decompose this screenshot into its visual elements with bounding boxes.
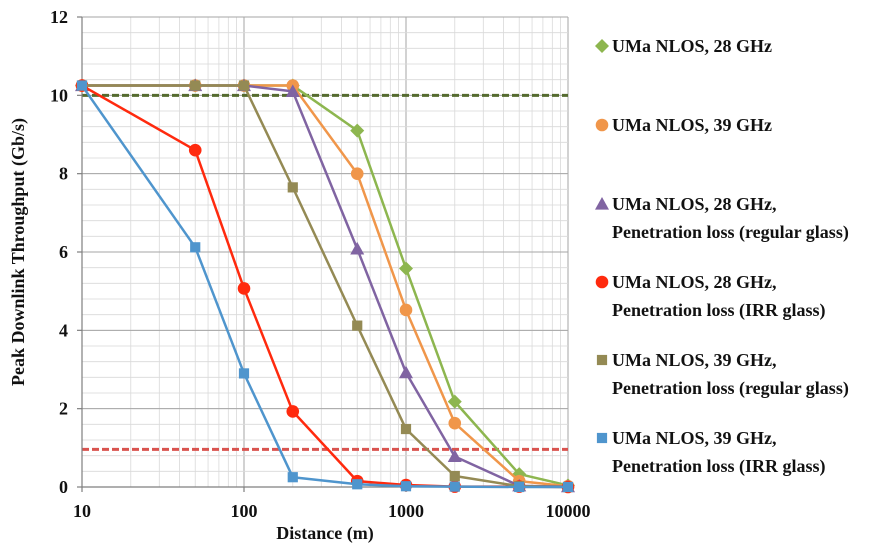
legend-label: Penetration loss (regular glass) (612, 378, 849, 399)
data-point (448, 416, 462, 430)
legend-label: UMa NLOS, 39 GHz (612, 115, 772, 135)
data-point (352, 320, 363, 331)
legend-entry-4: UMa NLOS, 28 GHz, Penetration loss (IRR g… (595, 272, 826, 321)
data-point (447, 394, 462, 409)
series-1 (75, 78, 575, 493)
data-point (449, 481, 460, 492)
data-point (595, 197, 609, 210)
series-2 (75, 79, 575, 493)
legend-label: UMa NLOS, 28 GHz, (612, 194, 777, 214)
legend-entry-5: UMa NLOS, 39 GHz, Penetration loss (regul… (596, 350, 849, 399)
series-group (75, 78, 575, 494)
legend-label: UMa NLOS, 39 GHz, (612, 428, 777, 448)
data-point (596, 354, 608, 366)
y-tick-label: 0 (59, 477, 68, 497)
y-tick-label: 10 (50, 85, 68, 105)
data-point (595, 118, 609, 132)
series-6 (76, 80, 574, 493)
y-tick-label: 6 (59, 242, 68, 262)
data-point (350, 167, 364, 180)
y-tick-label: 12 (50, 7, 68, 27)
data-point (514, 481, 525, 493)
legend-entry-3: UMa NLOS, 28 GHz, Penetration loss (regul… (595, 194, 849, 243)
data-point (190, 242, 201, 253)
data-point (238, 80, 250, 91)
data-point (595, 39, 609, 53)
legend-label: Penetration loss (IRR glass) (612, 456, 826, 477)
legend-label: Penetration loss (IRR glass) (612, 300, 826, 321)
legend-label: UMa NLOS, 28 GHz, (612, 272, 777, 292)
x-axis-title: Distance (m) (276, 523, 373, 544)
axes (77, 16, 569, 492)
data-point (447, 449, 462, 463)
data-point (350, 123, 365, 138)
data-point (285, 84, 300, 98)
data-point (238, 368, 250, 379)
data-point (190, 80, 201, 91)
series-line (81, 84, 569, 489)
series-4 (75, 79, 575, 494)
reference-lines (82, 93, 568, 451)
data-point (287, 472, 298, 483)
grid (81, 16, 569, 488)
data-point (286, 405, 300, 418)
x-tick-label: 1000 (388, 501, 424, 521)
data-point (399, 303, 413, 317)
y-axis-title: Peak Downlink Throughput (Gb/s) (8, 118, 29, 386)
data-point (399, 365, 413, 379)
x-tick-label: 10000 (546, 501, 591, 521)
legend-entry-6: UMa NLOS, 39 GHz, Penetration loss (IRR g… (596, 428, 826, 477)
legend-label: Penetration loss (regular glass) (612, 222, 849, 243)
x-tick-label: 10 (73, 501, 91, 521)
y-tick-label: 4 (59, 320, 68, 340)
y-tick-label: 2 (59, 399, 68, 419)
data-point (596, 432, 608, 444)
series-line (82, 84, 569, 488)
data-point (188, 143, 202, 157)
data-point (562, 481, 574, 493)
data-point (449, 470, 460, 482)
series-3 (75, 78, 575, 493)
legend-entry-2: UMa NLOS, 39 GHz (595, 115, 772, 135)
legend-label: UMa NLOS, 39 GHz, (612, 350, 777, 370)
legend-entry-1: UMa NLOS, 28 GHz (595, 36, 772, 56)
y-tick-label: 8 (59, 164, 68, 184)
data-point (400, 481, 412, 492)
data-point (400, 423, 412, 435)
tick-labels: 0 2 4 6 8 10 12 10 100 1000 10000 (50, 7, 591, 521)
series-line (80, 84, 568, 489)
legend-label: UMa NLOS, 28 GHz (612, 36, 772, 56)
data-point (350, 241, 365, 255)
data-point (237, 282, 251, 295)
data-point (399, 261, 413, 276)
data-point (287, 182, 298, 193)
legend: UMa NLOS, 28 GHz UMa NLOS, 39 GHz UMa NLOS… (595, 36, 849, 477)
data-point (76, 80, 88, 91)
series-line (82, 84, 569, 488)
data-point (352, 479, 363, 490)
series-line (82, 84, 569, 489)
data-point (595, 275, 609, 289)
series-line (82, 84, 569, 487)
x-tick-label: 100 (231, 501, 258, 521)
